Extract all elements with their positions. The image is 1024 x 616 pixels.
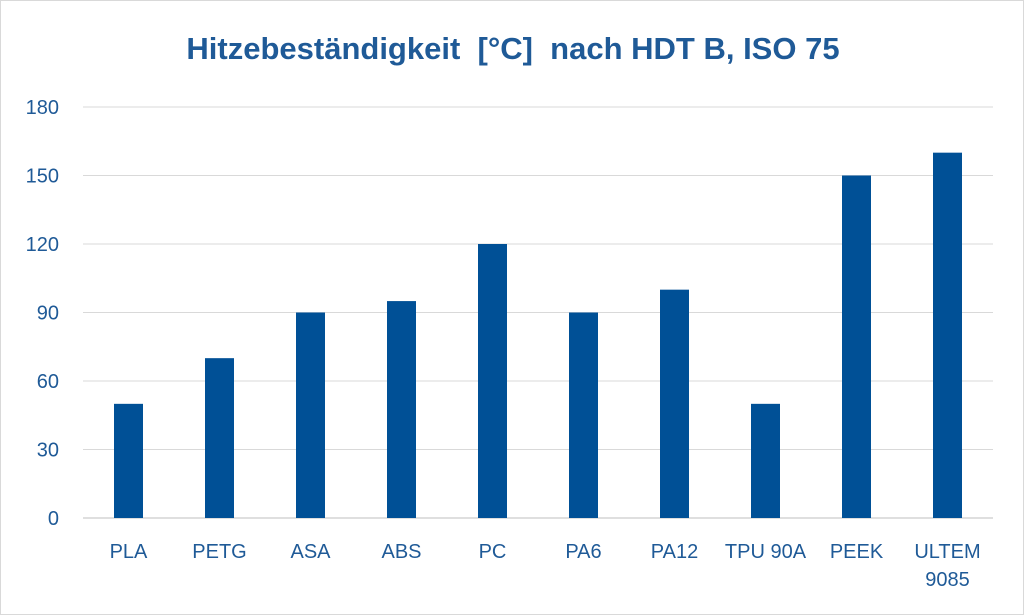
x-tick-label: ABS	[381, 541, 421, 563]
x-tick-label: 9085	[925, 569, 970, 591]
gridlines	[83, 106, 993, 519]
y-tick-label: 120	[26, 234, 59, 256]
bars	[114, 152, 962, 518]
x-axis-ticks: PLA PETG ASA ABS PC PA6 PA12 TPU 90A PEEK ULTEM 90…	[110, 541, 981, 591]
bar-peek	[842, 175, 871, 518]
y-tick-label: 90	[37, 303, 59, 325]
y-tick-label: 150	[26, 166, 59, 188]
y-tick-label: 60	[37, 371, 59, 393]
x-tick-label: PETG	[192, 541, 246, 563]
x-tick-label: PC	[479, 541, 507, 563]
x-tick-label: PLA	[110, 541, 148, 563]
y-tick-label: 30	[37, 440, 59, 462]
x-tick-label: TPU 90A	[725, 541, 807, 563]
y-tick-label: 180	[26, 97, 59, 119]
bar-ultem-9085	[933, 152, 962, 518]
bar-pc	[478, 244, 507, 518]
x-tick-label: ASA	[290, 541, 331, 563]
y-axis-ticks: 0 30 60 90 120 150 180	[26, 97, 59, 530]
y-tick-label: 0	[48, 508, 59, 530]
bar-tpu-90a	[751, 403, 780, 518]
x-tick-label: PA12	[651, 541, 698, 563]
x-tick-label: PA6	[565, 541, 601, 563]
x-tick-label: ULTEM	[914, 541, 980, 563]
chart-title: Hitzebeständigkeit [°C] nach HDT B, ISO …	[186, 31, 839, 66]
bar-pa6	[569, 312, 598, 518]
bar-pla	[114, 403, 143, 518]
bar-asa	[296, 312, 325, 518]
bar-petg	[205, 358, 234, 518]
bar-abs	[387, 301, 416, 518]
x-tick-label: PEEK	[830, 541, 884, 563]
bar-pa12	[660, 289, 689, 518]
